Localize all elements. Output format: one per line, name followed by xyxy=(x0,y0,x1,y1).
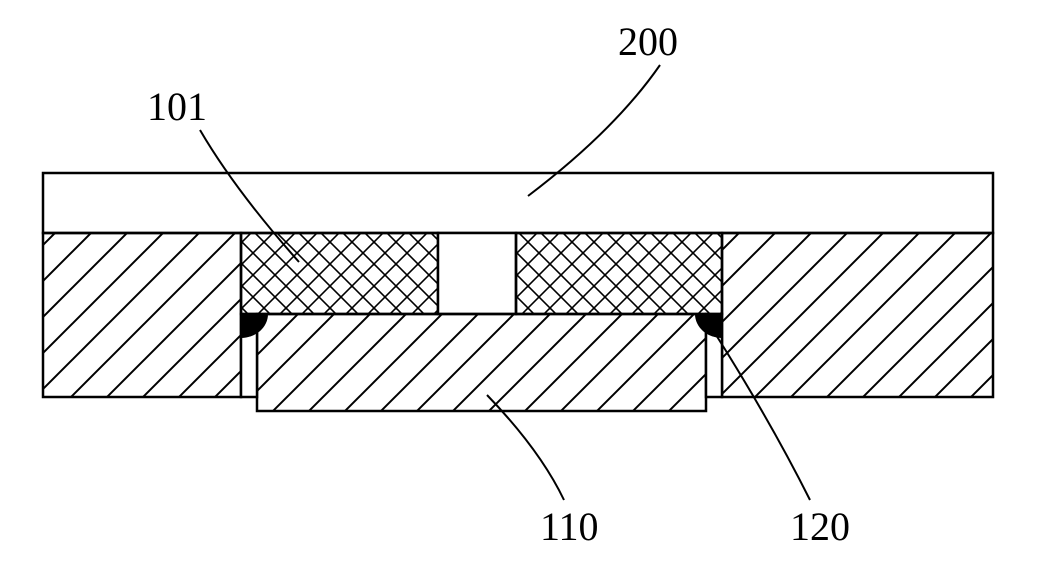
region-cross-left xyxy=(241,233,438,314)
label-110: 110 xyxy=(540,504,599,549)
label-200: 200 xyxy=(618,19,678,64)
region-cross-right xyxy=(516,233,722,314)
region-diag-right xyxy=(722,233,993,397)
label-120: 120 xyxy=(790,504,850,549)
region-diag-mid-110 xyxy=(257,314,706,411)
region-gap-101 xyxy=(438,233,516,314)
label-101: 101 xyxy=(147,84,207,129)
region-diag-left xyxy=(43,233,241,397)
cross-section-diagram: 200 101 110 120 xyxy=(0,0,1037,563)
layer-200 xyxy=(43,173,993,233)
